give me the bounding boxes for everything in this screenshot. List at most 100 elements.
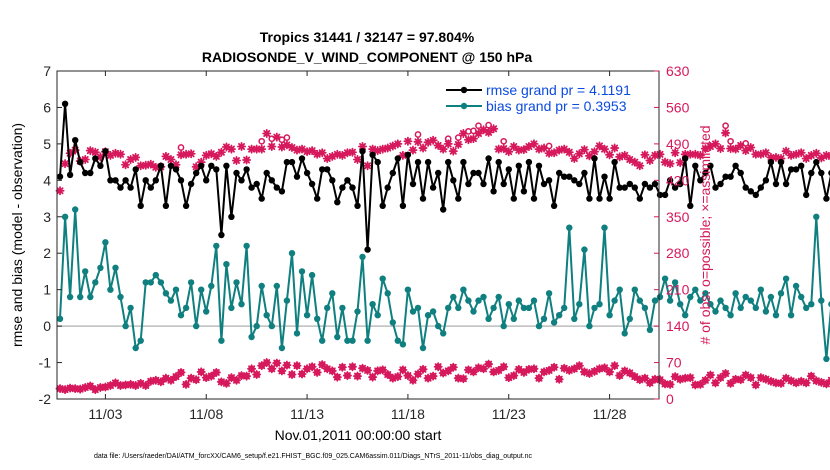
- rmse-point: [520, 188, 528, 195]
- rmse-point: [692, 162, 699, 169]
- obs-lower-assimilated-marker: [438, 368, 448, 378]
- obs-lower-assimilated-marker: [242, 371, 252, 381]
- obs-lower-assimilated-marker: [181, 379, 191, 389]
- obs-assimilated-marker: [509, 141, 519, 151]
- bias-point: [671, 279, 679, 286]
- rmse-point: [601, 173, 608, 180]
- obs-lower-assimilated-marker: [151, 375, 161, 385]
- obs-lower-assimilated-marker: [635, 375, 645, 385]
- rmse-point: [72, 137, 79, 144]
- bias-point: [137, 337, 144, 344]
- rmse-point: [621, 184, 628, 191]
- rmse-point: [697, 177, 704, 184]
- obs-assimilated-marker: [564, 147, 574, 157]
- obs-lower-assimilated-marker: [231, 375, 241, 385]
- y2-tick-label: 0: [666, 391, 674, 407]
- obs-assimilated-marker: [307, 146, 317, 156]
- bias-point: [717, 297, 724, 304]
- rmse-point: [616, 184, 623, 191]
- rmse-point: [167, 162, 175, 169]
- rmse-point: [308, 180, 316, 188]
- rmse-point: [198, 162, 205, 169]
- bias-point: [233, 279, 240, 286]
- obs-assimilated-marker: [378, 144, 388, 154]
- bias-point: [556, 312, 563, 319]
- obs-assimilated-marker: [282, 140, 292, 150]
- obs-assimilated-marker: [489, 124, 499, 134]
- rmse-point: [661, 191, 669, 199]
- obs-lower-assimilated-marker: [368, 372, 378, 382]
- rmse-point: [399, 202, 407, 209]
- y2-tick-label: 210: [666, 282, 690, 298]
- bias-point: [258, 282, 265, 290]
- obs-assimilated-marker: [272, 132, 282, 142]
- bias-point: [722, 304, 729, 312]
- bias-point: [152, 271, 159, 279]
- obs-assimilated-marker: [579, 145, 589, 155]
- bias-point: [631, 286, 638, 293]
- obs-lower-assimilated-marker: [146, 376, 156, 386]
- rmse-point: [203, 177, 210, 184]
- obs-lower-assimilated-marker: [524, 364, 534, 374]
- obs-lower-assimilated-marker: [352, 371, 362, 381]
- obs-assimilated-marker: [468, 134, 478, 144]
- bias-point: [677, 301, 684, 308]
- obs-lower-assimilated-marker: [433, 362, 443, 372]
- bias-point: [591, 304, 598, 312]
- bias-point: [772, 312, 780, 319]
- rmse-point: [334, 199, 341, 206]
- obs-lower-assimilated-marker: [736, 375, 746, 385]
- bias-point: [157, 279, 165, 286]
- rmse-point: [283, 158, 291, 166]
- obs-assimilated-marker: [751, 149, 761, 159]
- rmse-point: [666, 177, 674, 184]
- obs-lower-assimilated-marker: [347, 362, 357, 372]
- obs-lower-assimilated-marker: [363, 365, 373, 375]
- obs-assimilated-marker: [665, 159, 675, 169]
- x-tick-label: 11/28: [593, 406, 627, 422]
- bias-point: [66, 293, 74, 301]
- obs-lower-assimilated-marker: [489, 367, 499, 377]
- rmse-point: [646, 184, 654, 191]
- bias-point: [147, 279, 154, 286]
- rmse-point: [324, 166, 331, 173]
- obs-assimilated-marker: [721, 128, 731, 138]
- rmse-point: [465, 180, 472, 188]
- bias-point: [122, 322, 129, 330]
- bias-point: [540, 315, 548, 322]
- obs-assimilated-marker: [347, 147, 357, 157]
- obs-lower-assimilated-marker: [766, 376, 776, 386]
- y2-tick-label: 350: [666, 209, 690, 225]
- bias-point: [757, 286, 764, 293]
- bias-point: [248, 333, 255, 341]
- rmse-point: [540, 180, 548, 188]
- obs-lower-assimilated-marker: [484, 359, 494, 369]
- bias-point: [177, 312, 185, 319]
- obs-assimilated-marker: [539, 143, 549, 153]
- obs-assimilated-marker: [650, 150, 660, 160]
- obs-lower-assimilated-marker: [287, 370, 297, 380]
- bias-point: [651, 297, 659, 304]
- bias-point: [87, 293, 94, 301]
- bias-point: [349, 337, 356, 344]
- y2-tick-label: 140: [666, 318, 690, 334]
- obs-assimilated-marker: [418, 143, 428, 153]
- obs-lower-assimilated-marker: [267, 364, 277, 374]
- chart-subtitle: RADIOSONDE_V_WIND_COMPONENT @ 150 hPa: [202, 49, 532, 65]
- obs-assimilated-marker: [695, 150, 705, 160]
- rmse-point: [677, 180, 684, 188]
- obs-assimilated-marker: [479, 125, 489, 135]
- rmse-point: [475, 169, 482, 177]
- rmse-point: [147, 184, 154, 191]
- rmse-point: [137, 202, 144, 209]
- rmse-point: [510, 195, 517, 202]
- rmse-point: [757, 184, 764, 191]
- obs-assimilated-marker: [821, 150, 830, 160]
- bias-point: [253, 322, 260, 330]
- obs-lower-assimilated-marker: [791, 378, 801, 388]
- obs-lower-assimilated-marker: [821, 379, 830, 389]
- obs-assimilated-marker: [690, 149, 700, 159]
- obs-possible-marker: [500, 137, 508, 145]
- rmse-point: [687, 202, 694, 209]
- rmse-point: [409, 180, 417, 188]
